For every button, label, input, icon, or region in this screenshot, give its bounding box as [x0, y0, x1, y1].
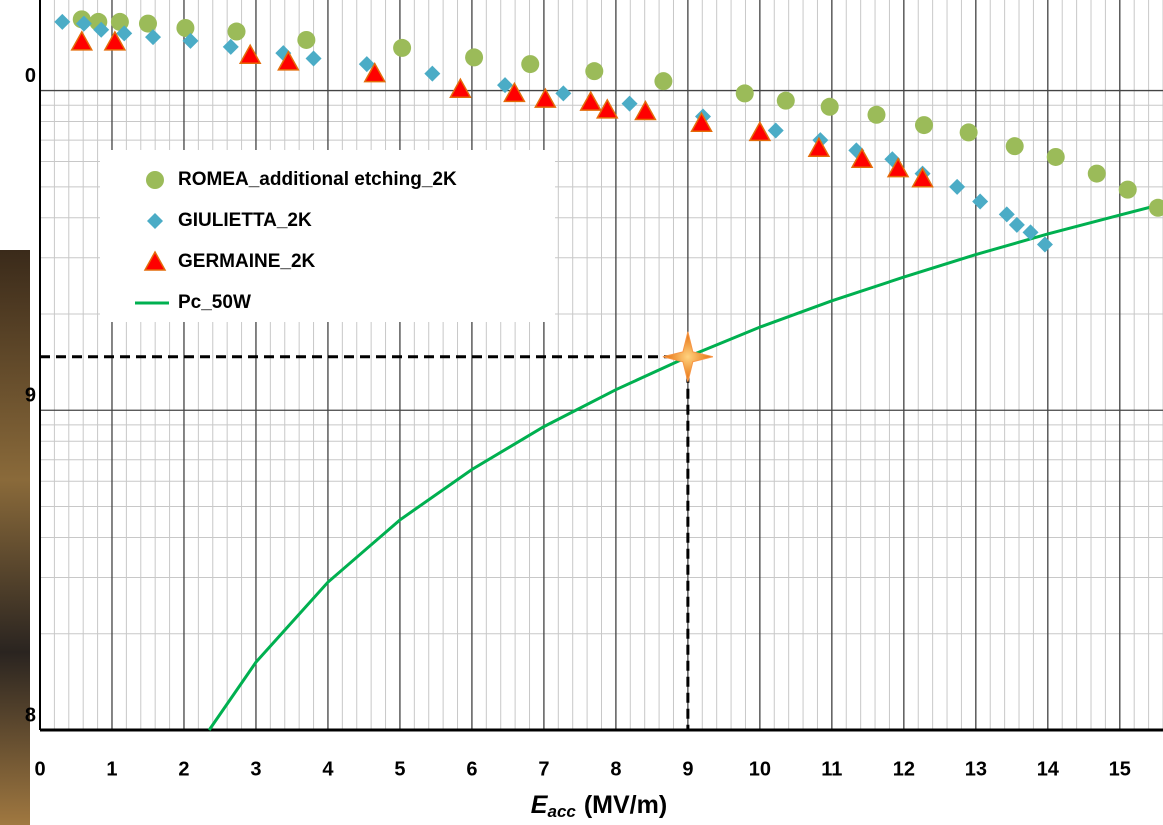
- point: [621, 95, 638, 112]
- point: [555, 85, 572, 102]
- point: [465, 48, 484, 67]
- point: [886, 157, 910, 178]
- point: [277, 50, 300, 71]
- point: [393, 38, 412, 57]
- x-tick-label: 7: [538, 758, 549, 780]
- point: [116, 25, 133, 42]
- x-tick-label: 10: [749, 758, 771, 780]
- y-tick-label: 9: [25, 385, 36, 407]
- point: [690, 111, 713, 133]
- point: [1087, 164, 1106, 183]
- point: [222, 38, 239, 55]
- point: [521, 55, 540, 74]
- point: [595, 98, 619, 119]
- x-tick-label: 3: [250, 758, 261, 780]
- point: [182, 32, 199, 49]
- point: [305, 50, 322, 67]
- x-tick-label: 5: [394, 758, 405, 780]
- x-tick-label: 9: [682, 758, 693, 780]
- x-tick-label: 0: [34, 758, 45, 780]
- point: [145, 29, 162, 46]
- point: [1008, 216, 1025, 233]
- point: [176, 18, 195, 37]
- point: [959, 123, 978, 142]
- point: [1046, 147, 1065, 166]
- point: [1148, 198, 1163, 217]
- y-tick-label: 0: [25, 65, 36, 87]
- background-photo: [0, 250, 30, 825]
- point: [998, 206, 1015, 223]
- point: [363, 62, 387, 83]
- legend-marker: [146, 171, 164, 189]
- point: [93, 21, 110, 38]
- x-tick-label: 8: [610, 758, 621, 780]
- x-axis-unit: (MV/m): [584, 791, 667, 819]
- point: [867, 105, 886, 124]
- legend-label: Pc_50W: [178, 292, 251, 313]
- highlight-star: [662, 331, 714, 382]
- point: [767, 122, 784, 139]
- point: [1118, 180, 1137, 199]
- point: [358, 56, 375, 73]
- point: [972, 193, 989, 210]
- legend-label: GIULIETTA_2K: [178, 210, 312, 231]
- x-tick-label: 1: [106, 758, 117, 780]
- point: [54, 13, 71, 30]
- point: [850, 147, 874, 168]
- legend-marker: [143, 250, 167, 271]
- point: [1005, 137, 1024, 156]
- point: [238, 43, 262, 64]
- point: [103, 30, 127, 51]
- legend-box: [100, 150, 555, 322]
- x-axis-title: Eacc (MV/m): [531, 791, 667, 822]
- x-tick-label: 15: [1109, 758, 1131, 780]
- point: [70, 30, 94, 51]
- point: [424, 65, 441, 82]
- point: [503, 81, 526, 103]
- point: [748, 120, 772, 142]
- point: [634, 99, 657, 121]
- x-tick-label: 13: [965, 758, 987, 780]
- point: [1022, 224, 1039, 241]
- point: [75, 15, 92, 32]
- point: [949, 178, 966, 195]
- x-tick-label: 12: [893, 758, 915, 780]
- legend-label: ROMEA_additional etching_2K: [178, 169, 457, 190]
- point: [449, 77, 472, 98]
- point: [735, 84, 754, 103]
- x-tick-label: 2: [178, 758, 189, 780]
- y-tick-label: 8: [25, 704, 36, 726]
- point: [534, 87, 557, 108]
- legend-label: GERMAINE_2K: [178, 251, 316, 272]
- point: [585, 62, 604, 81]
- legend-marker: [147, 213, 163, 229]
- marks: [40, 10, 1163, 731]
- x-axis-symbol: E: [531, 791, 549, 819]
- x-tick-label: 11: [821, 758, 842, 780]
- point: [227, 22, 246, 41]
- point: [579, 90, 602, 111]
- point: [297, 30, 316, 49]
- point: [654, 72, 673, 91]
- legend: ROMEA_additional etching_2K GIULIETTA_2K G…: [100, 150, 555, 322]
- x-tick-label: 6: [466, 758, 477, 780]
- x-tick-label: 4: [322, 758, 334, 780]
- x-axis-subscript: acc: [547, 802, 576, 821]
- point: [915, 116, 934, 135]
- point: [1036, 236, 1053, 253]
- point: [497, 77, 514, 94]
- point: [138, 14, 157, 33]
- point: [820, 97, 839, 116]
- point: [776, 91, 795, 110]
- x-tick-label: 14: [1037, 758, 1060, 780]
- point: [911, 167, 934, 188]
- point: [807, 136, 831, 158]
